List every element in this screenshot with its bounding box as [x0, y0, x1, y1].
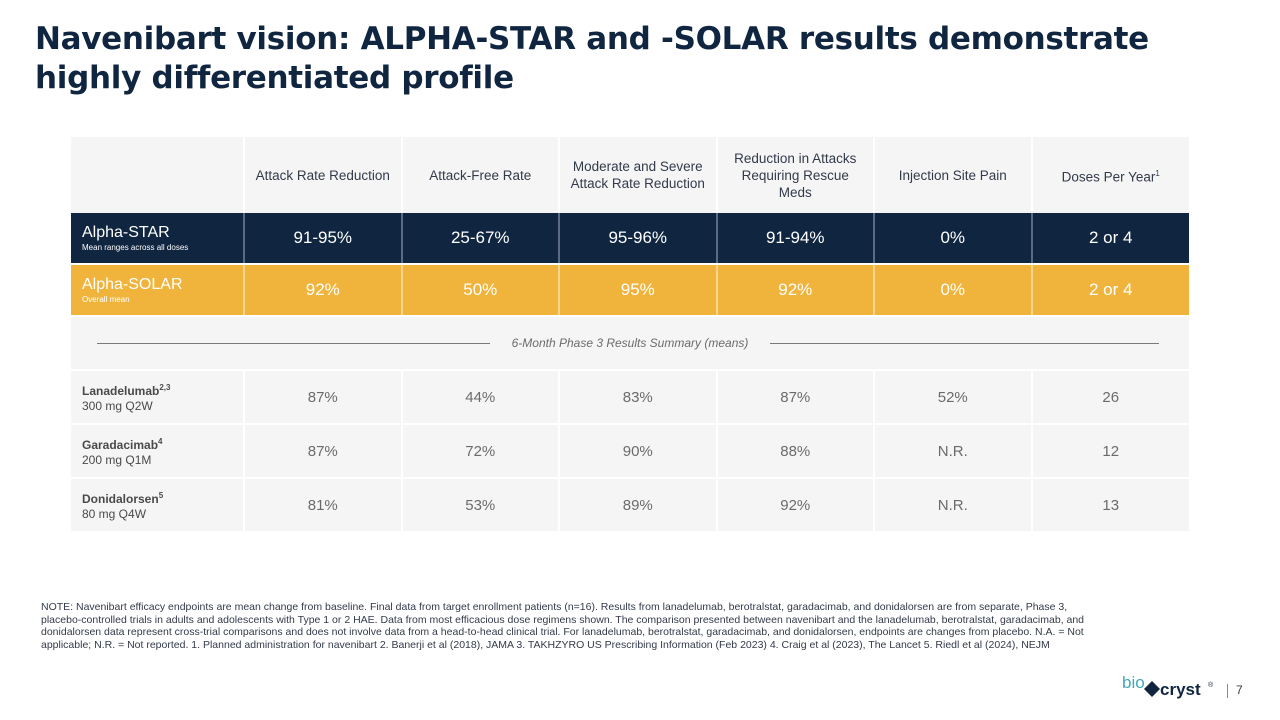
table-cell: 0% — [873, 265, 1032, 315]
table-cell: 2 or 4 — [1030, 265, 1189, 315]
table-cell: 92% — [715, 477, 874, 531]
biocryst-logo: bio cryst ® — [1122, 673, 1214, 699]
table-cell: N.R. — [873, 477, 1032, 531]
comparator-dose: 300 mg Q2W — [82, 399, 153, 413]
table-cell: 87% — [243, 423, 402, 478]
table-cell: 50% — [400, 265, 559, 315]
alpha-star-name: Alpha-STAR — [82, 224, 170, 241]
alpha-star-row: Alpha-STAR Mean ranges across all doses … — [71, 213, 1189, 263]
comparator-dose: 200 mg Q1M — [82, 453, 152, 467]
comparator-row-lanadelumab: Lanadelumab2,3 300 mg Q2W 87% 44% 83% 87… — [71, 369, 1189, 424]
footnote-text: NOTE: Navenibart efficacy endpoints are … — [41, 601, 1085, 651]
comparator-label-cell: Donidalorsen5 80 mg Q4W — [71, 477, 244, 531]
alpha-star-label-cell: Alpha-STAR Mean ranges across all doses — [71, 213, 244, 263]
comparator-footnote: 4 — [158, 437, 163, 446]
comparator-label-cell: Garadacimab4 200 mg Q1M — [71, 423, 244, 478]
table-cell: 92% — [243, 265, 402, 315]
table-cell: 91-95% — [243, 213, 402, 263]
table-cell: 88% — [715, 423, 874, 478]
table-cell: 26 — [1030, 369, 1189, 424]
summary-divider-cell: 6-Month Phase 3 Results Summary (means) — [71, 317, 1189, 370]
table-cell: 89% — [558, 477, 717, 531]
header-attack-free-rate: Attack-Free Rate — [400, 137, 559, 213]
table-cell: 90% — [558, 423, 717, 478]
comparator-label-cell: Lanadelumab2,3 300 mg Q2W — [71, 369, 244, 424]
comparator-footnote: 5 — [158, 491, 164, 500]
table-cell: N.R. — [873, 423, 1032, 478]
alpha-solar-row: Alpha-SOLAR Overall mean 92% 50% 95% 92%… — [71, 265, 1189, 315]
comparator-row-donidalorsen: Donidalorsen5 80 mg Q4W 81% 53% 89% 92% … — [71, 477, 1189, 531]
alpha-solar-label-cell: Alpha-SOLAR Overall mean — [71, 265, 244, 315]
header-footnote-marker: 1 — [1155, 168, 1160, 178]
table-cell: 0% — [873, 213, 1032, 263]
header-attack-rate-reduction: Attack Rate Reduction — [243, 137, 402, 213]
comparator-name: Donidalorsen — [82, 492, 159, 506]
table-cell: 91-94% — [715, 213, 874, 263]
comparator-row-garadacimab: Garadacimab4 200 mg Q1M 87% 72% 90% 88% … — [71, 423, 1189, 478]
alpha-solar-subtitle: Overall mean — [82, 295, 130, 304]
table-cell: 53% — [400, 477, 559, 531]
logo-text-cryst: cryst — [1160, 680, 1201, 699]
table-cell: 52% — [873, 369, 1032, 424]
header-rescue-meds: Reduction in Attacks Requiring Rescue Me… — [715, 137, 874, 213]
table-cell: 2 or 4 — [1030, 213, 1189, 263]
comparator-dose: 80 mg Q4W — [82, 507, 147, 521]
table-cell: 92% — [715, 265, 874, 315]
table-cell: 81% — [243, 477, 402, 531]
logo-diamond-icon — [1144, 681, 1160, 697]
alpha-star-subtitle: Mean ranges across all doses — [82, 243, 189, 252]
page-number-separator — [1227, 684, 1228, 698]
comparison-table: Attack Rate Reduction Attack-Free Rate M… — [71, 137, 1189, 531]
logo-registered-mark: ® — [1208, 681, 1214, 689]
header-blank-cell — [71, 137, 244, 213]
comparator-name: Lanadelumab — [82, 384, 160, 398]
table-cell: 83% — [558, 369, 717, 424]
header-moderate-severe: Moderate and Severe Attack Rate Reductio… — [558, 137, 717, 213]
row-spacer — [71, 315, 1189, 317]
comparator-footnote: 2,3 — [159, 383, 171, 392]
comparator-name: Garadacimab — [82, 438, 159, 452]
summary-divider-row: 6-Month Phase 3 Results Summary (means) — [71, 317, 1189, 370]
header-injection-site-pain: Injection Site Pain — [873, 137, 1032, 213]
table-cell: 12 — [1030, 423, 1189, 478]
page-title: Navenibart vision: ALPHA-STAR and -SOLAR… — [35, 21, 1149, 96]
table-cell: 25-67% — [400, 213, 559, 263]
row-spacer — [71, 263, 1189, 265]
summary-label: 6-Month Phase 3 Results Summary (means) — [489, 336, 771, 350]
page-number: 7 — [1236, 683, 1243, 697]
table-cell: 72% — [400, 423, 559, 478]
logo-text-bio: bio — [1122, 673, 1145, 692]
header-doses-per-year: Doses Per Year1 — [1030, 137, 1189, 213]
alpha-solar-name: Alpha-SOLAR — [82, 276, 183, 293]
table-cell: 87% — [715, 369, 874, 424]
table-cell: 87% — [243, 369, 402, 424]
table-cell: 95% — [558, 265, 717, 315]
table-cell: 95-96% — [558, 213, 717, 263]
table-header-row: Attack Rate Reduction Attack-Free Rate M… — [71, 137, 1189, 213]
table-cell: 13 — [1030, 477, 1189, 531]
table-cell: 44% — [400, 369, 559, 424]
